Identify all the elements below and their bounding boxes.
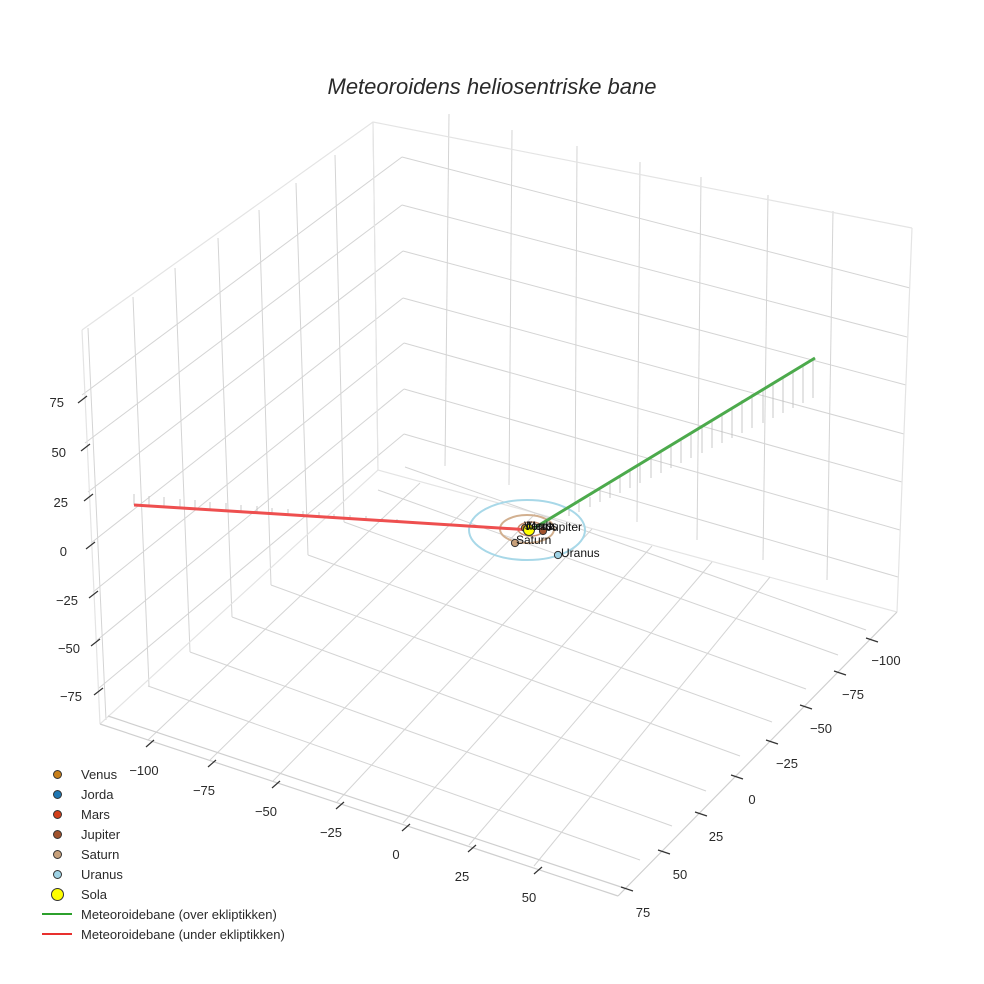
z-tick-label: 50	[52, 445, 66, 460]
z-axis: 75 50 25 0 −25 −50 −75	[50, 395, 104, 704]
planet-markers[interactable]	[510, 523, 563, 560]
legend-item-jorda[interactable]: Jorda	[38, 784, 285, 804]
legend-label: Meteoroidebane (under ekliptikken)	[81, 926, 285, 942]
planet-labels: Venus Jorda Mars Jupiter Saturn Uranus	[516, 519, 600, 560]
saturn-marker	[510, 538, 520, 548]
legend-item-jupiter[interactable]: Jupiter	[38, 824, 285, 844]
venus-label: Venus	[524, 519, 557, 533]
jupiter-label: Jupiter	[546, 520, 582, 534]
z-tick-label: −50	[58, 641, 80, 656]
jupiter-dot-icon	[52, 829, 62, 839]
legend: Venus Jorda Mars Jupiter Saturn Uranus S…	[38, 764, 285, 944]
z-tick-label: 0	[60, 544, 67, 559]
mars-dot-icon	[52, 809, 62, 819]
y-tick-label: −100	[871, 653, 900, 668]
z-tick-label: −75	[60, 689, 82, 704]
x-tick-label: 50	[522, 890, 536, 905]
sun-dot-icon	[50, 887, 64, 901]
sun-marker	[523, 524, 535, 536]
y-tick-label: −75	[842, 687, 864, 702]
green-trajectory-droplines	[568, 358, 814, 516]
trajectory-above-ecliptic[interactable]	[530, 356, 816, 532]
z-tick-label: 25	[54, 495, 68, 510]
legend-label: Sola	[81, 886, 108, 902]
legend-label: Jupiter	[81, 826, 121, 842]
red-line-icon	[42, 933, 72, 935]
chart-title: Meteoroidens heliosentriske bane	[327, 74, 657, 99]
floor-front-edges	[99, 611, 898, 897]
uranus-label: Uranus	[561, 546, 600, 560]
x-tick-label: −50	[255, 804, 277, 819]
legend-label: Meteoroidebane (over ekliptikken)	[81, 906, 277, 922]
y-tick-label: 0	[748, 792, 755, 807]
green-line-icon	[42, 913, 72, 915]
x-tick-label: −25	[320, 825, 342, 840]
uranus-marker	[553, 550, 563, 560]
y-axis: −100 −75 −50 −25 0 25 50 75	[620, 637, 901, 920]
legend-item-mars[interactable]: Mars	[38, 804, 285, 824]
x-tick-label: 25	[455, 869, 469, 884]
jorda-dot-icon	[52, 789, 62, 799]
legend-label: Uranus	[81, 866, 123, 882]
saturn-label: Saturn	[516, 533, 551, 547]
z-tick-label: 75	[50, 395, 64, 410]
trajectory-below-ecliptic[interactable]	[133, 503, 532, 532]
legend-label: Venus	[81, 766, 118, 782]
plot-box-edges	[81, 121, 913, 725]
y-tick-label: −50	[810, 721, 832, 736]
legend-item-uranus[interactable]: Uranus	[38, 864, 285, 884]
x-axis: −100 −75 −50 −25 0 25 50	[129, 739, 543, 905]
saturn-dot-icon	[52, 849, 62, 859]
legend-label: Jorda	[81, 786, 114, 802]
legend-item-trajectory-above[interactable]: Meteoroidebane (over ekliptikken)	[38, 904, 285, 924]
legend-label: Saturn	[81, 846, 120, 862]
uranus-dot-icon	[52, 869, 62, 879]
back-left-wall-grid	[81, 127, 405, 721]
legend-label: Mars	[81, 806, 110, 822]
y-tick-label: −25	[776, 756, 798, 771]
mars-label: Mars	[526, 519, 553, 533]
y-tick-label: 25	[709, 829, 723, 844]
floor-grid	[147, 466, 867, 867]
jupiter-marker	[538, 526, 548, 536]
legend-item-saturn[interactable]: Saturn	[38, 844, 285, 864]
legend-item-venus[interactable]: Venus	[38, 764, 285, 784]
x-tick-label: −100	[129, 763, 158, 778]
y-tick-label: 75	[636, 905, 650, 920]
back-right-wall-grid	[401, 113, 911, 581]
jorda-label: Jorda	[525, 519, 555, 533]
uranus-orbit	[468, 499, 586, 561]
z-tick-label: −25	[56, 593, 78, 608]
x-tick-label: −75	[193, 783, 215, 798]
legend-item-trajectory-below[interactable]: Meteoroidebane (under ekliptikken)	[38, 924, 285, 944]
y-tick-label: 50	[673, 867, 687, 882]
legend-item-sola[interactable]: Sola	[38, 884, 285, 904]
venus-dot-icon	[52, 769, 62, 779]
x-tick-label: 0	[392, 847, 399, 862]
